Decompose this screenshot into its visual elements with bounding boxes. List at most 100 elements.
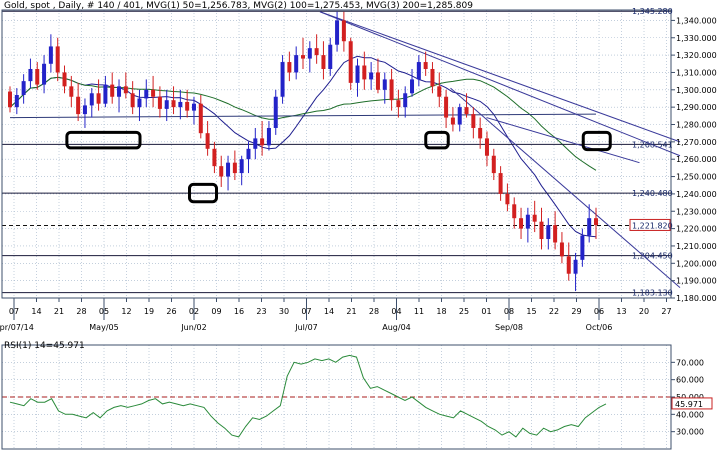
candle-up (48, 46, 53, 64)
candle-down (498, 173, 503, 194)
x-day-label: 21 (346, 307, 356, 316)
candle-up (191, 103, 196, 111)
candle-up (21, 81, 26, 96)
candle-down (430, 68, 435, 87)
candle-down (464, 107, 469, 115)
candle-up (580, 235, 585, 260)
y-tick-label: 1,210.000 (676, 242, 717, 251)
y-tick-label: 1,260.000 (676, 155, 717, 164)
trendline (319, 11, 681, 143)
horizontal-levels (2, 10, 671, 294)
candle-down (478, 127, 483, 139)
candle-down (389, 79, 394, 101)
candle-down (559, 242, 564, 257)
x-day-label: 27 (661, 307, 671, 316)
rsi-y-tick-label: 60.000 (676, 376, 704, 385)
highlight-box (581, 130, 612, 152)
candle-down (491, 155, 496, 174)
y-tick-label: 1,330.000 (676, 34, 717, 43)
rsi-grid (2, 345, 671, 449)
candle-down (287, 62, 292, 73)
candle-down (450, 117, 455, 125)
candle-down (123, 86, 128, 94)
candle-up (457, 107, 462, 125)
x-day-label: 13 (616, 307, 626, 316)
candle-up (82, 105, 87, 115)
candle-up (294, 55, 299, 73)
y-tick-label: 1,220.000 (676, 225, 717, 234)
moving-averages (9, 55, 597, 238)
candle-up (164, 100, 169, 109)
candle-down (151, 89, 156, 97)
x-month-label: May/05 (89, 323, 118, 332)
price-level-label: 1,268.541 (632, 140, 673, 149)
price-level-label: 1,345.280 (632, 7, 673, 16)
rsi-y-tick-label: 30.000 (676, 428, 704, 437)
candle-down (362, 65, 367, 80)
x-month-label: Apr/07/14 (0, 323, 34, 332)
x-day-label: 14 (31, 307, 41, 316)
ma50-line (9, 55, 597, 238)
candle-down (198, 103, 203, 134)
candle-down (55, 46, 60, 73)
candle-up (239, 159, 244, 174)
x-day-label: 18 (436, 307, 446, 316)
chart-header: Gold, spot , Daily, # 140 / 401, MVG(1) … (4, 1, 473, 11)
candle-down (396, 100, 401, 108)
price-level-box (629, 218, 671, 231)
rsi-y-tick-label: 70.000 (676, 358, 704, 367)
x-day-label: 22 (549, 307, 559, 316)
y-tick-label: 1,290.000 (676, 103, 717, 112)
highlight-boxes (65, 130, 612, 204)
x-day-label: 11 (414, 307, 424, 316)
candle-up (587, 218, 592, 236)
candle-down (35, 68, 40, 85)
x-day-label: 23 (256, 307, 266, 316)
price-level-label: 1,204.450 (632, 252, 673, 261)
price-pane-border (1, 9, 672, 299)
candle-down (484, 138, 489, 156)
y-tick-label: 1,250.000 (676, 173, 717, 182)
candle-down (512, 204, 517, 219)
x-day-label: 01 (481, 307, 491, 316)
rsi-y-tick-label: 40.000 (676, 410, 704, 419)
candle-down (348, 41, 353, 83)
trendline (450, 87, 681, 288)
candle-down (69, 86, 74, 97)
price-axis: 1,345.280 1,268.541 1,240.480 1,221.820 1,20… (629, 7, 717, 303)
candle-down (205, 133, 210, 149)
candle-down (519, 218, 524, 229)
time-axis: 07 14 21 28 05 12 19 26 02 09 16 23 30 07 14 21 28 04 11 18… (0, 298, 672, 332)
candle-up (273, 96, 278, 128)
y-tick-label: 1,240.000 (676, 190, 717, 199)
candle-down (314, 48, 319, 56)
x-day-label: 30 (279, 307, 289, 316)
candle-down (539, 221, 544, 240)
candle-up (410, 79, 415, 94)
y-tick-label: 1,280.000 (676, 121, 717, 130)
candle-up (42, 63, 47, 85)
rsi-line (9, 354, 607, 438)
ma100-line (9, 76, 597, 171)
candle-up (28, 68, 33, 82)
trendline (486, 117, 640, 164)
candle-up (525, 214, 530, 229)
candle-up (137, 98, 142, 108)
price-level-label: 1,240.480 (632, 189, 673, 198)
candle-up (328, 44, 333, 69)
candle-down (232, 162, 237, 174)
candle-up (307, 48, 312, 59)
candle-up (178, 101, 183, 108)
y-tick-label: 1,200.000 (676, 259, 717, 268)
candlesticks (8, 11, 598, 292)
y-tick-label: 1,340.000 (676, 16, 717, 25)
x-day-label: 16 (234, 307, 244, 316)
x-day-label: 28 (369, 307, 379, 316)
rsi-header: RSI(1) 14=45.971 (4, 341, 85, 351)
candle-up (369, 72, 374, 80)
candle-down (321, 55, 326, 69)
candle-down (8, 91, 12, 108)
